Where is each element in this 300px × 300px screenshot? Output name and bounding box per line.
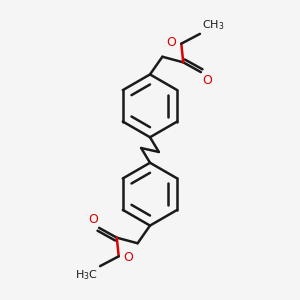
Text: CH$_3$: CH$_3$ <box>202 18 224 32</box>
Text: O: O <box>202 74 212 87</box>
Text: O: O <box>167 36 176 49</box>
Text: O: O <box>124 251 134 264</box>
Text: O: O <box>88 213 98 226</box>
Text: H$_3$C: H$_3$C <box>75 268 98 282</box>
